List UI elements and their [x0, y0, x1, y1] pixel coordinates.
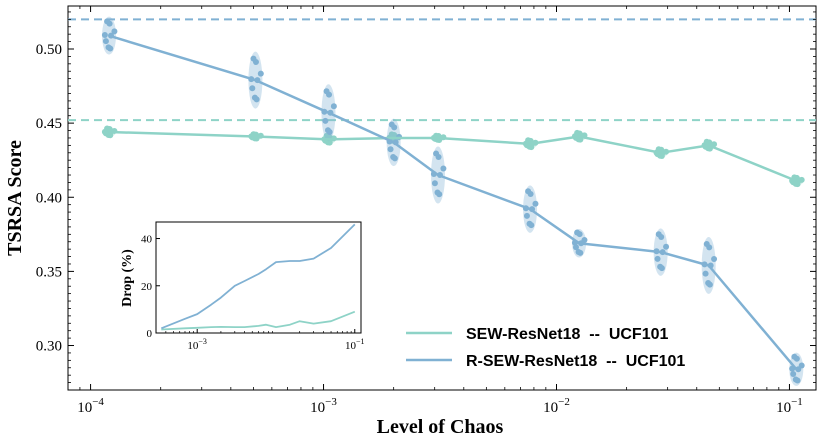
sample-point-sew	[526, 143, 533, 150]
sample-point-sew	[703, 138, 710, 145]
inset-line-r-sew	[160, 223, 356, 330]
sample-point-sew	[105, 131, 112, 138]
series-line-sew	[108, 130, 797, 183]
inset-chart: 0 20 40 10−3 10−1 Drop (%)	[120, 221, 365, 352]
series-line-r-sew	[108, 34, 798, 371]
inset-x-tick-label: 10−1	[345, 337, 365, 352]
sample-point-r-sew	[523, 212, 530, 219]
sample-point-r-sew	[792, 376, 799, 383]
legend: SEW-ResNet18 -- UCF101 R-SEW-ResNet18 --…	[406, 326, 685, 370]
sample-point-r-sew	[663, 243, 670, 250]
sample-point-r-sew	[431, 180, 438, 187]
y-axis-label: TSRSA Score	[4, 140, 26, 256]
y-tick-label: 0.35	[36, 264, 62, 280]
sample-point-r-sew	[525, 188, 532, 195]
sample-point-r-sew	[703, 240, 710, 247]
inset-y-tick-label: 0	[147, 328, 153, 340]
y-tick-label: 0.45	[36, 116, 62, 132]
main-plot-area	[68, 16, 816, 386]
sample-point-r-sew	[440, 165, 447, 172]
sample-point-r-sew	[324, 127, 331, 134]
inset-axis-ticks: 0 20 40 10−3 10−1	[141, 234, 365, 352]
sample-point-sew	[104, 125, 111, 132]
inset-y-axis-label: Drop (%)	[120, 249, 135, 307]
inset-background	[156, 222, 361, 333]
sample-point-r-sew	[654, 255, 661, 262]
sample-point-r-sew	[798, 362, 805, 369]
sample-point-sew	[525, 137, 532, 144]
x-tick-label: 10−3	[310, 396, 337, 416]
sample-point-r-sew	[434, 189, 441, 196]
sample-point-r-sew	[790, 371, 797, 378]
sample-point-r-sew	[532, 200, 539, 207]
sample-point-r-sew	[250, 55, 257, 62]
y-tick-label: 0.30	[36, 339, 62, 355]
sample-point-r-sew	[581, 236, 588, 243]
inset-y-tick-label: 40	[141, 234, 153, 246]
sample-point-r-sew	[257, 70, 264, 77]
sample-point-r-sew	[104, 18, 111, 25]
inset-plot-area	[160, 223, 356, 331]
sample-point-sew	[792, 180, 799, 187]
sample-point-r-sew	[251, 94, 258, 101]
sample-point-r-sew	[388, 121, 395, 128]
sample-point-r-sew	[102, 38, 109, 45]
sample-point-r-sew	[322, 117, 329, 124]
sample-point-sew	[324, 139, 331, 146]
inset-y-tick-label: 20	[141, 281, 153, 293]
sample-point-r-sew	[574, 229, 581, 236]
x-tick-label: 10−1	[776, 396, 803, 416]
sample-point-r-sew	[105, 44, 112, 51]
sample-point-r-sew	[575, 248, 582, 255]
sample-point-r-sew	[433, 150, 440, 157]
main-axis-ticks: 0.30 0.35 0.40 0.45 0.50 10−4 10−3 10−2 10−1	[36, 6, 816, 416]
y-tick-label: 0.40	[36, 190, 62, 206]
sample-point-r-sew	[711, 255, 718, 262]
legend-label-sew: SEW-ResNet18 -- UCF101	[466, 326, 669, 343]
inset-line-sew	[161, 310, 356, 331]
sample-point-sew	[657, 152, 664, 159]
sample-point-r-sew	[791, 353, 798, 360]
x-tick-label: 10−4	[77, 396, 104, 416]
y-tick-label: 0.50	[36, 42, 62, 58]
sample-point-r-sew	[702, 270, 709, 277]
sample-point-r-sew	[390, 154, 397, 161]
inset-x-tick-label: 10−3	[187, 337, 207, 352]
sample-point-r-sew	[101, 31, 108, 38]
legend-label-r-sew: R-SEW-ResNet18 -- UCF101	[466, 353, 685, 370]
sample-point-r-sew	[655, 231, 662, 238]
sample-point-r-sew	[330, 103, 337, 110]
sample-point-sew	[798, 176, 805, 183]
sample-point-r-sew	[657, 263, 664, 270]
sample-point-r-sew	[387, 146, 394, 153]
sample-point-r-sew	[572, 244, 579, 251]
sample-point-sew	[574, 129, 581, 136]
sample-point-r-sew	[111, 28, 118, 35]
sample-point-sew	[655, 146, 662, 153]
sample-point-r-sew	[526, 220, 533, 227]
main-plot-frame	[67, 5, 817, 391]
x-tick-label: 10−2	[543, 396, 570, 416]
sample-point-r-sew	[249, 85, 256, 92]
sample-point-r-sew	[705, 279, 712, 286]
sample-point-sew	[388, 131, 395, 138]
x-axis-label: Level of Chaos	[377, 416, 504, 438]
sample-point-r-sew	[323, 88, 330, 95]
